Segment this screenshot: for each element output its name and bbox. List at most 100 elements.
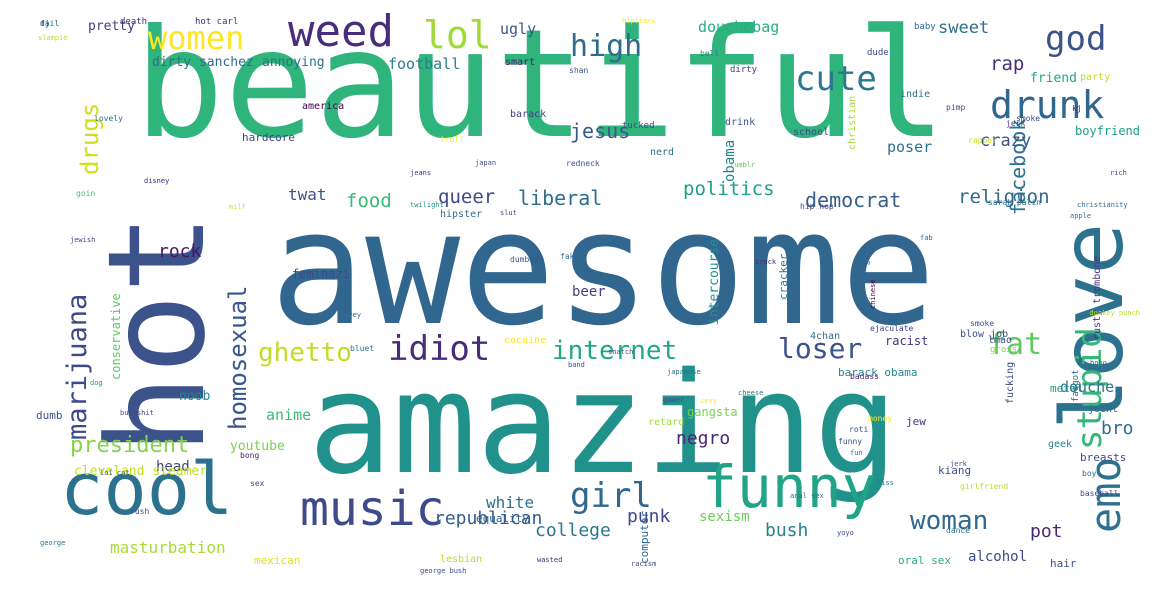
cloud-word: joint	[1088, 404, 1119, 415]
cloud-word: democrat	[805, 188, 902, 212]
cloud-word: noob	[179, 389, 211, 404]
cloud-word: homosexual	[224, 285, 252, 431]
cloud-word: douchebag	[698, 18, 780, 36]
cloud-word: badass	[850, 372, 879, 381]
cloud-word: friend	[1030, 71, 1077, 86]
cloud-word: metal	[1050, 382, 1084, 395]
cloud-word: nerd	[650, 147, 675, 158]
cloud-word: party	[1080, 72, 1111, 83]
cloud-word: george bush	[420, 567, 467, 575]
cloud-word: hot carl	[195, 17, 239, 27]
cloud-word: gangsta	[687, 405, 738, 419]
cloud-word: dude	[867, 48, 889, 58]
cloud-word: indie	[900, 89, 931, 100]
cloud-word: rap	[990, 53, 1025, 75]
cloud-word: lesbian	[440, 554, 483, 565]
cloud-word: ugly	[500, 20, 537, 38]
cloud-word: douche	[1060, 378, 1115, 396]
cloud-word: beautiful	[134, 10, 947, 172]
cloud-word: drunk	[990, 83, 1105, 127]
cloud-word: snatch	[608, 348, 634, 356]
cloud-word: god	[1045, 19, 1107, 59]
cloud-word: twilight	[410, 201, 444, 209]
cloud-word: money	[868, 414, 893, 423]
cloud-word: blow job	[960, 329, 1009, 340]
cloud-word: dumb	[36, 409, 63, 422]
cloud-word: women	[148, 19, 245, 57]
cloud-word: poser	[887, 138, 933, 156]
cloud-word: christian	[847, 95, 858, 150]
cloud-word: boyfriend	[1074, 124, 1140, 138]
cloud-word: conservative	[109, 293, 123, 380]
cloud-word: shan	[569, 66, 589, 75]
cloud-word: college	[535, 520, 611, 541]
cloud-word: cleveland steamer	[74, 464, 208, 479]
cloud-word: japan	[475, 159, 497, 167]
cloud-word: mexican	[254, 554, 301, 567]
cloud-word: fab	[920, 234, 933, 242]
cloud-word: roti	[849, 425, 869, 434]
cloud-word: smart	[505, 57, 536, 68]
cloud-word: jerk	[950, 460, 967, 468]
cloud-word: tucked	[622, 121, 655, 131]
cloud-word: feminazi	[292, 267, 350, 281]
cloud-word: president	[70, 433, 190, 458]
cloud-word: bluet	[350, 344, 375, 353]
cloud-word: japanese	[667, 368, 701, 376]
cloud-word: tumblr	[730, 161, 756, 169]
cloud-word: drink	[725, 117, 756, 128]
cloud-word: slut	[500, 209, 517, 217]
cloud-word: punk	[627, 506, 671, 527]
cloud-word: lol cat	[100, 469, 130, 477]
cloud-word: weed	[288, 10, 394, 57]
cloud-word: george	[40, 539, 66, 547]
cloud-word: bell	[700, 49, 720, 58]
cloud-word: twat	[288, 185, 327, 204]
cloud-word: noob	[470, 277, 487, 285]
cloud-word: smoke	[1016, 114, 1041, 123]
cloud-word: negro	[676, 428, 731, 449]
cloud-word: amazing	[308, 343, 899, 506]
cloud-word: baseball	[1080, 489, 1119, 498]
cloud-word: pot	[1030, 521, 1063, 542]
cloud-word: dj	[40, 19, 50, 28]
cloud-word: youtube	[230, 439, 285, 454]
cloud-word: oral sex	[898, 554, 951, 567]
cloud-word: internet	[552, 336, 678, 366]
cloud-word: dance	[946, 526, 971, 535]
cloud-word: kj	[1072, 104, 1082, 113]
cloud-word: white	[486, 493, 535, 512]
cloud-word: rapper	[968, 136, 997, 145]
cloud-word: dirty sanchez	[152, 55, 254, 70]
cloud-word: jeans	[410, 169, 432, 177]
cloud-word: apple	[1070, 212, 1092, 220]
cloud-word: racist	[885, 334, 929, 348]
cloud-word: hobo	[1090, 359, 1107, 367]
cloud-word: rusty trombone	[1092, 255, 1103, 340]
cloud-word: gamer	[663, 396, 685, 404]
cloud-word: music	[300, 481, 445, 537]
cloud-word: lol	[423, 13, 492, 57]
cloud-word: fat	[988, 327, 1043, 362]
cloud-word: beer	[572, 284, 606, 300]
cloud-word: fun	[850, 449, 863, 457]
cloud-word: pimp	[946, 103, 966, 112]
cloud-word: lmao	[988, 335, 1013, 346]
cloud-word: football	[388, 55, 461, 73]
cloud-word: politics	[683, 178, 775, 200]
cloud-word: cool	[60, 447, 234, 531]
cloud-word: girlfriend	[960, 482, 1009, 491]
cloud-word: redneck	[566, 159, 600, 168]
cloud-word: milf	[229, 203, 246, 211]
cloud-word: chinese	[869, 279, 877, 309]
cloud-word: intercourse	[707, 238, 722, 325]
cloud-word: kiang	[938, 464, 972, 477]
cloud-word: jerk	[1006, 119, 1026, 128]
cloud-word: sarah palin	[988, 198, 1041, 207]
cloud-word: rush	[130, 507, 150, 516]
word-cloud: beautiful awesome amazing hot love cool funny m…	[30, 10, 1140, 575]
cloud-word: hair	[1050, 557, 1077, 570]
cloud-word: barack	[510, 109, 547, 120]
cloud-word: funny	[702, 453, 877, 521]
cloud-word: school	[793, 127, 830, 138]
